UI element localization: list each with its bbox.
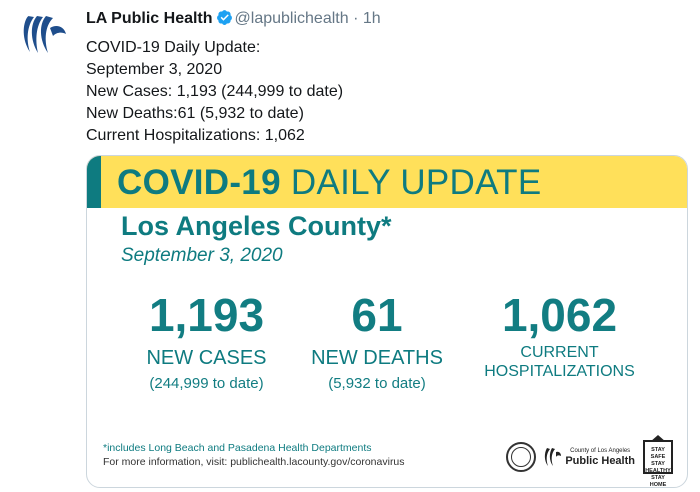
banner-title-light: DAILY UPDATE (290, 163, 542, 202)
footnote: *includes Long Beach and Pasadena Health… (103, 441, 405, 469)
banner: COVID-19 DAILY UPDATE (87, 156, 687, 208)
update-date: September 3, 2020 (121, 245, 283, 266)
public-health-mark-icon (545, 448, 562, 466)
stat-label: NEW CASES (146, 347, 267, 369)
stat-label: NEW DEATHS (311, 347, 443, 369)
stay-safe-house-icon: STAY SAFE STAY HEALTHY STAY HOME (643, 435, 673, 487)
stat-number: 1,062 (501, 289, 618, 341)
safe-line: STAY SAFE (650, 447, 666, 460)
avatar[interactable] (20, 10, 69, 59)
banner-accent (87, 156, 101, 208)
footnote-more-info: For more information, visit: publichealt… (103, 456, 405, 468)
stat-number: 61 (351, 289, 403, 341)
stat-number: 1,193 (148, 289, 265, 341)
tweet-header: LA Public Health @lapublichealth · 1h (86, 9, 381, 29)
stat-label-line: HOSPITALIZATIONS (484, 363, 635, 380)
tweet-line: Current Hospitalizations: 1,062 (86, 127, 305, 144)
stat-subtext: (5,932 to date) (328, 375, 426, 392)
banner-title-bold: COVID-19 (117, 163, 281, 202)
safe-line: STAY HOME (649, 475, 667, 488)
footnote-includes: *includes Long Beach and Pasadena Health… (103, 442, 372, 454)
tweet-line: September 3, 2020 (86, 61, 223, 78)
stat-new-deaths: 61 NEW DEATHS (5,932 to date) (297, 291, 457, 393)
safe-line: STAY HEALTHY (645, 461, 671, 474)
logo-strip: County of Los Angeles Public Health STAY… (506, 435, 673, 487)
stat-hospitalizations: 1,062 CURRENT HOSPITALIZATIONS (472, 291, 647, 381)
stat-new-cases: 1,193 NEW CASES (244,999 to date) (129, 291, 284, 393)
banner-title: COVID-19 DAILY UPDATE (117, 165, 542, 201)
public-health-logo-small: County of Los Angeles (570, 447, 631, 454)
county-heading: Los Angeles County* (121, 211, 392, 241)
public-health-logo: County of Los Angeles Public Health (544, 446, 635, 468)
separator: · (353, 10, 359, 27)
verified-badge-icon (216, 10, 232, 25)
stat-label-line: CURRENT (520, 344, 599, 361)
public-health-logo-text: Public Health (565, 454, 635, 467)
stat-subtext: (244,999 to date) (149, 375, 264, 392)
handle[interactable]: @lapublichealth (234, 10, 349, 27)
county-seal-icon (506, 442, 537, 472)
tweet-image-card[interactable]: COVID-19 DAILY UPDATE Los Angeles County… (86, 155, 688, 488)
stat-label: CURRENT HOSPITALIZATIONS (472, 343, 647, 381)
tweet-text: COVID-19 Daily Update: September 3, 2020… (86, 37, 646, 147)
la-public-health-logo-icon (23, 16, 66, 53)
tweet-line: COVID-19 Daily Update: (86, 39, 261, 56)
display-name[interactable]: LA Public Health (86, 10, 213, 27)
tweet-line: New Deaths:61 (5,932 to date) (86, 105, 304, 122)
timestamp[interactable]: 1h (362, 10, 381, 27)
tweet-line: New Cases: 1,193 (244,999 to date) (86, 83, 344, 100)
